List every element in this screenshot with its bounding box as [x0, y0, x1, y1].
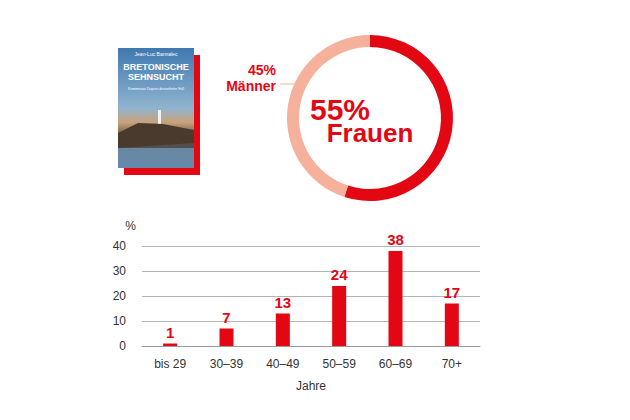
svg-text:10: 10: [113, 314, 127, 328]
svg-text:40–49: 40–49: [266, 357, 300, 371]
svg-text:45%: 45%: [248, 62, 277, 78]
svg-text:60–69: 60–69: [379, 357, 413, 371]
svg-text:0: 0: [119, 339, 126, 353]
svg-text:30: 30: [113, 264, 127, 278]
svg-text:13: 13: [274, 294, 291, 311]
svg-text:50–59: 50–59: [322, 357, 356, 371]
svg-text:7: 7: [222, 309, 230, 326]
svg-text:bis 29: bis 29: [154, 357, 186, 371]
svg-text:SEHNSUCHT: SEHNSUCHT: [128, 72, 185, 82]
svg-text:Kommissar Dupins dreizehnter F: Kommissar Dupins dreizehnter Fall: [128, 87, 184, 91]
svg-text:38: 38: [387, 231, 404, 248]
svg-text:Jahre: Jahre: [296, 379, 326, 393]
svg-text:1: 1: [166, 324, 174, 341]
svg-text:BRETONISCHE: BRETONISCHE: [123, 62, 188, 72]
svg-text:30–39: 30–39: [210, 357, 244, 371]
svg-text:24: 24: [331, 266, 348, 283]
svg-text:17: 17: [443, 284, 460, 301]
svg-text:70+: 70+: [442, 357, 462, 371]
svg-text:20: 20: [113, 289, 127, 303]
svg-text:55%: 55%: [310, 92, 370, 126]
svg-text:Frauen: Frauen: [327, 118, 414, 148]
svg-text:Männer: Männer: [226, 78, 276, 94]
svg-text:Jean-Luc Bannalec: Jean-Luc Bannalec: [135, 51, 178, 57]
svg-text:40: 40: [113, 239, 127, 253]
svg-text:%: %: [125, 219, 136, 233]
